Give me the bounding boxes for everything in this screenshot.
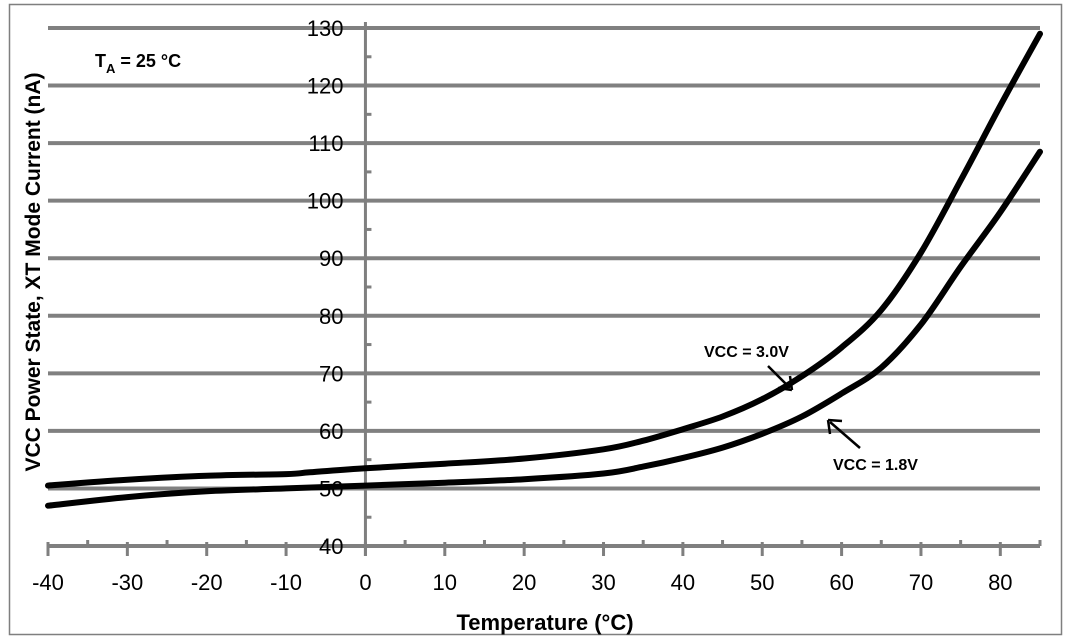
arrow-vcc-1-8v xyxy=(829,421,861,449)
x-tick-label: 30 xyxy=(591,570,615,595)
series-line-0 xyxy=(45,30,1043,489)
y-tick-label: 70 xyxy=(319,361,343,386)
y-axis-label: VCC Power State, XT Mode Current (nA) xyxy=(22,72,45,471)
y-tick-label: 110 xyxy=(308,131,343,156)
x-tick-label: -20 xyxy=(191,570,223,595)
y-tick-label: 100 xyxy=(307,189,344,214)
y-tick-label: 120 xyxy=(307,74,344,99)
arrowhead-vcc-3v xyxy=(777,375,794,392)
x-axis-label: Temperature (°C) xyxy=(456,610,633,635)
y-tick-label: 80 xyxy=(319,304,343,329)
x-tick-label: 40 xyxy=(671,570,695,595)
x-tick-label: 10 xyxy=(433,570,457,595)
series-line-1 xyxy=(45,148,1043,509)
y-tick-labels: 40 50 60 70 80 90 100 110 120 130 xyxy=(307,16,344,559)
arrow-vcc-3v xyxy=(767,365,791,389)
x-tick-label: -30 xyxy=(111,570,143,595)
arrowhead-vcc-1-8v xyxy=(826,418,843,435)
x-tick-label: 50 xyxy=(750,570,774,595)
x-tick-labels: -40 -30 -20 -10 0 10 20 30 40 50 60 70 80 xyxy=(32,570,1012,595)
chart-border xyxy=(8,3,1063,636)
y-tick-label: 60 xyxy=(319,419,343,444)
x-tick-label: -10 xyxy=(270,570,302,595)
x-tick-label: 60 xyxy=(829,570,853,595)
series-label-vcc-1-8v: VCC = 1.8V xyxy=(833,457,918,474)
y-tick-label: 90 xyxy=(319,246,343,271)
x-tick-label: 70 xyxy=(909,570,933,595)
series-lines xyxy=(45,30,1043,509)
series-label-vcc-3v: VCC = 3.0V xyxy=(704,344,789,361)
y-tick-label: 50 xyxy=(319,476,343,501)
x-tick-label: -40 xyxy=(32,570,64,595)
x-tick-label: 0 xyxy=(359,570,371,595)
y-tick-label: 130 xyxy=(307,16,344,41)
x-tick-label: 80 xyxy=(988,570,1012,595)
x-tick-label: 20 xyxy=(512,570,536,595)
y-tick-label: 40 xyxy=(319,534,343,559)
condition-label: TA = 25 °C xyxy=(95,51,181,76)
